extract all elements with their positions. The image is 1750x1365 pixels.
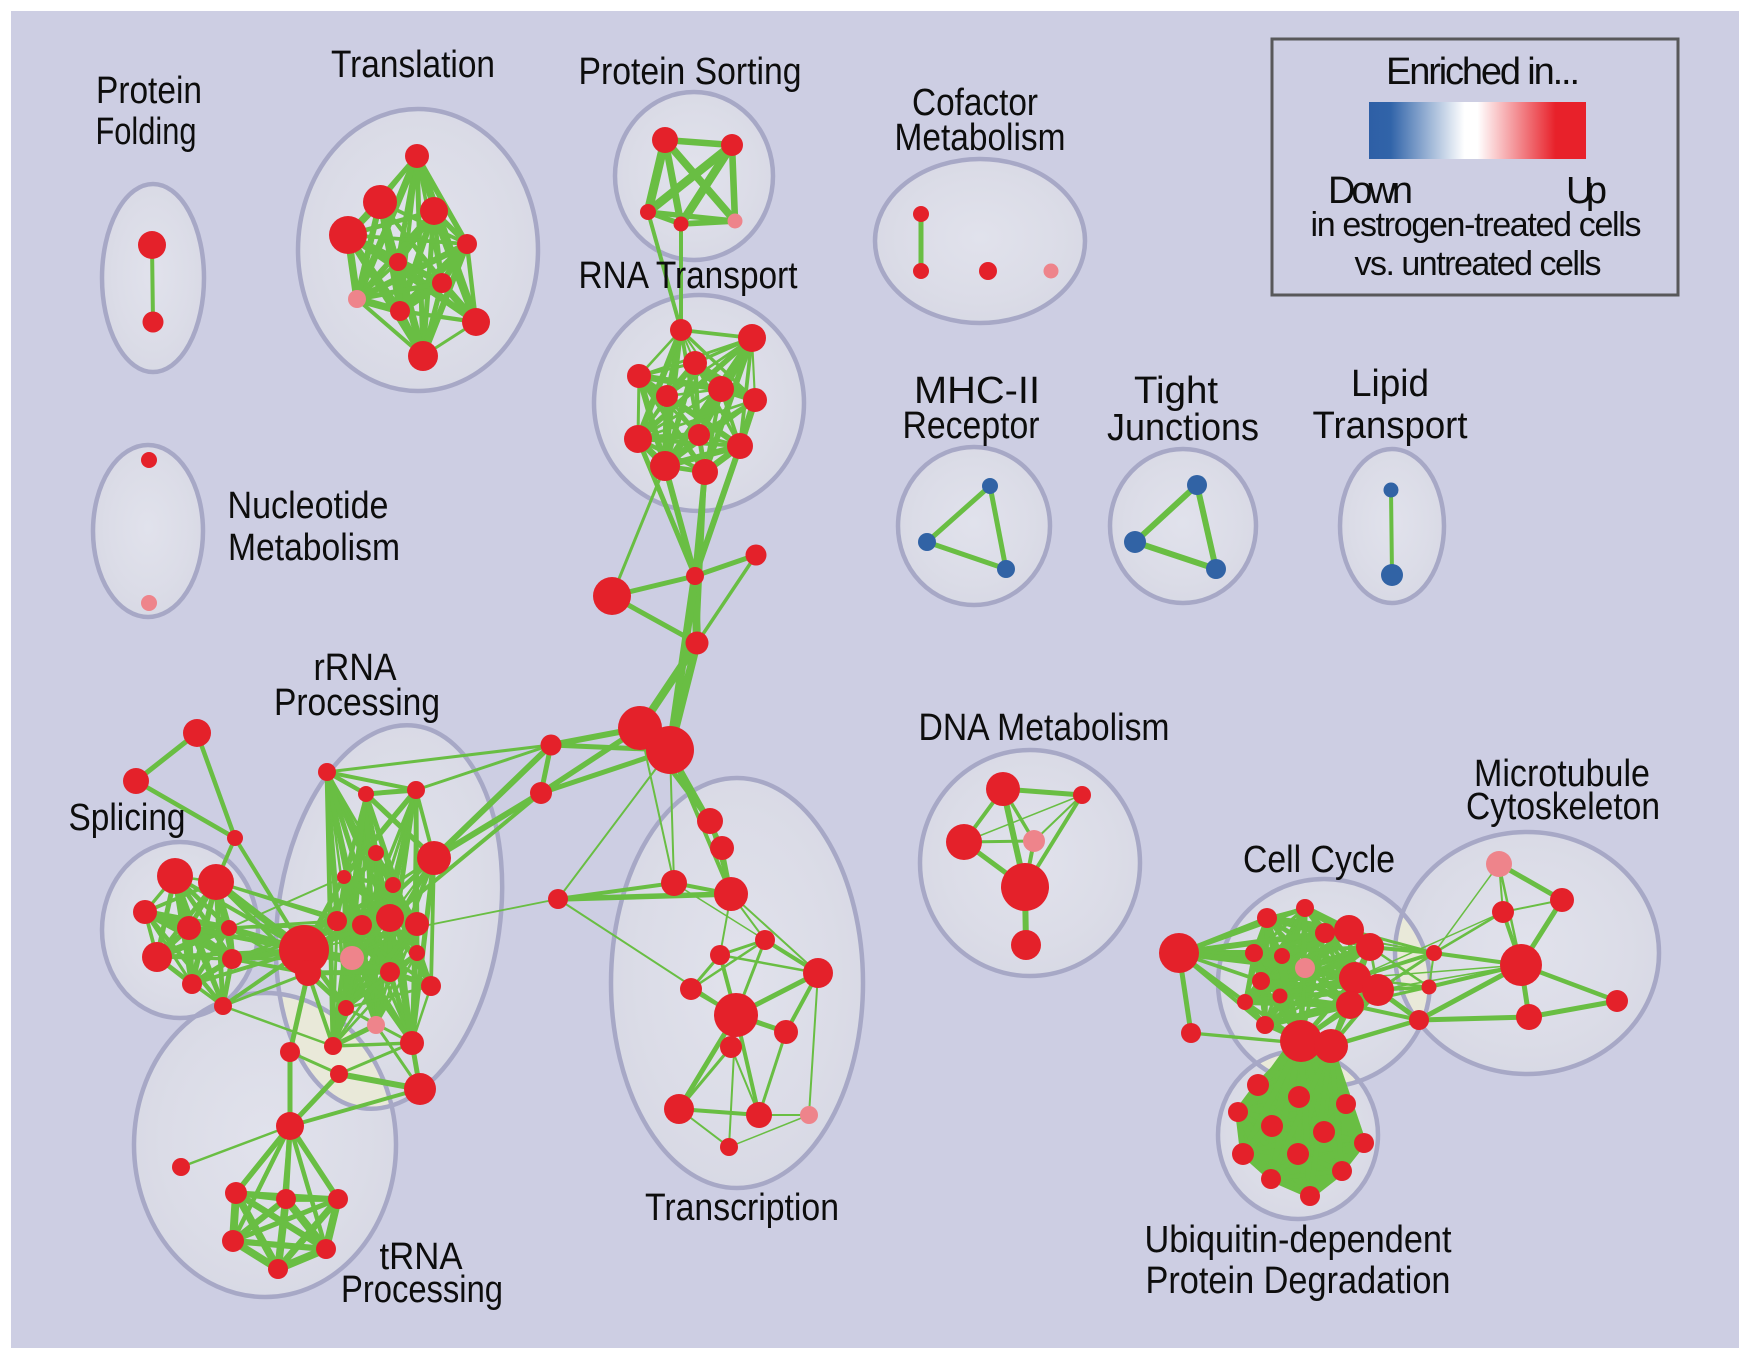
svg-text:Tight: Tight xyxy=(1134,370,1218,412)
svg-text:Cytoskeleton: Cytoskeleton xyxy=(1466,786,1660,828)
svg-text:vs. untreated cells: vs. untreated cells xyxy=(1355,245,1602,283)
svg-text:DNA Metabolism: DNA Metabolism xyxy=(919,707,1170,749)
svg-text:Translation: Translation xyxy=(331,44,495,86)
svg-text:Up: Up xyxy=(1566,170,1607,212)
svg-text:Ubiquitin-dependent: Ubiquitin-dependent xyxy=(1145,1219,1452,1261)
svg-text:Processing: Processing xyxy=(341,1269,503,1311)
svg-text:rRNA: rRNA xyxy=(314,647,398,689)
svg-text:Junctions: Junctions xyxy=(1107,407,1259,449)
svg-text:tRNA: tRNA xyxy=(380,1236,464,1278)
svg-text:MHC-II: MHC-II xyxy=(914,370,1040,412)
svg-text:Protein Degradation: Protein Degradation xyxy=(1146,1260,1451,1302)
svg-text:Down: Down xyxy=(1328,170,1413,212)
svg-text:Folding: Folding xyxy=(96,111,197,153)
svg-text:Lipid: Lipid xyxy=(1351,363,1429,405)
svg-text:Splicing: Splicing xyxy=(69,797,186,839)
svg-text:Transport: Transport xyxy=(1313,405,1468,447)
svg-text:Protein: Protein xyxy=(96,70,202,112)
svg-text:Cell Cycle: Cell Cycle xyxy=(1243,839,1395,881)
svg-text:Enriched in...: Enriched in... xyxy=(1386,51,1580,93)
svg-text:Cofactor: Cofactor xyxy=(912,82,1038,124)
svg-text:in estrogen-treated cells: in estrogen-treated cells xyxy=(1311,206,1642,244)
svg-text:Metabolism: Metabolism xyxy=(895,117,1066,159)
svg-text:RNA Transport: RNA Transport xyxy=(579,255,798,297)
svg-text:Metabolism: Metabolism xyxy=(228,527,400,569)
svg-text:Processing: Processing xyxy=(274,682,440,724)
svg-text:Microtubule: Microtubule xyxy=(1474,753,1650,795)
svg-text:Receptor: Receptor xyxy=(903,405,1040,447)
svg-text:Protein Sorting: Protein Sorting xyxy=(579,51,802,93)
svg-text:Nucleotide: Nucleotide xyxy=(228,485,389,527)
svg-text:Transcription: Transcription xyxy=(645,1187,839,1229)
